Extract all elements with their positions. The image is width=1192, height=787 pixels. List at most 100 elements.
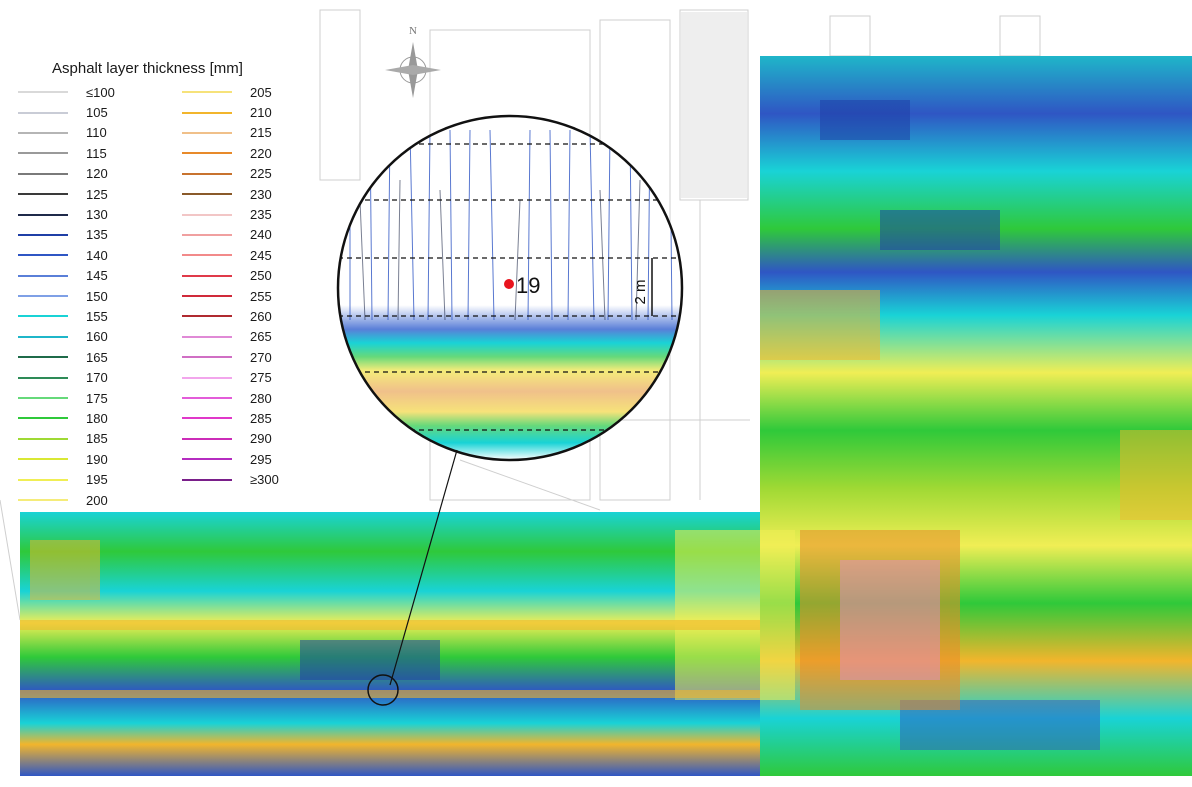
legend-item: 195: [18, 469, 138, 489]
legend-item: 135: [18, 225, 138, 245]
legend-label: 225: [250, 166, 272, 182]
legend-swatch: [182, 274, 232, 277]
legend-item: 270: [182, 347, 302, 367]
legend-label: 145: [86, 268, 108, 284]
legend-swatch: [18, 376, 68, 379]
legend-swatch: [18, 91, 68, 94]
legend-label: 105: [86, 105, 108, 121]
legend-label: 295: [250, 451, 272, 467]
legend-item: 165: [18, 347, 138, 367]
legend-item: 190: [18, 449, 138, 469]
legend-item: 110: [18, 123, 138, 143]
legend-swatch: [182, 315, 232, 318]
legend-item: 260: [182, 306, 302, 326]
legend-item: 125: [18, 184, 138, 204]
legend-label: 180: [86, 410, 108, 426]
legend-swatch: [18, 315, 68, 318]
legend-label: 195: [86, 472, 108, 488]
legend-title: Asphalt layer thickness [mm]: [52, 60, 243, 77]
legend-swatch: [182, 295, 232, 298]
legend-label: 280: [250, 390, 272, 406]
legend-swatch: [182, 376, 232, 379]
scale-bar-label: 2 m: [632, 279, 649, 304]
legend-label: 265: [250, 329, 272, 345]
svg-text:N: N: [409, 25, 417, 37]
legend-item: ≤100: [18, 82, 138, 102]
legend-swatch: [182, 111, 232, 114]
legend-item: 160: [18, 327, 138, 347]
legend-label: 155: [86, 308, 108, 324]
legend-swatch: [18, 499, 68, 501]
legend-label: 150: [86, 288, 108, 304]
legend-label: 235: [250, 207, 272, 223]
legend-swatch: [18, 172, 68, 175]
legend-swatch: [18, 131, 68, 134]
legend-label: 110: [86, 125, 107, 141]
legend-swatch: [182, 233, 232, 236]
legend-swatch: [18, 213, 68, 216]
legend-swatch: [182, 458, 232, 461]
legend-item: 200: [18, 490, 138, 510]
legend-item: 155: [18, 306, 138, 326]
legend-label: 185: [86, 431, 108, 447]
legend-item: 250: [182, 266, 302, 286]
legend-item: 185: [18, 429, 138, 449]
legend-item: 115: [18, 143, 138, 163]
legend-item: 150: [18, 286, 138, 306]
legend-swatch: [18, 111, 68, 114]
legend-label: 190: [86, 451, 108, 467]
legend-item: 230: [182, 184, 302, 204]
legend-label: ≤100: [86, 84, 115, 100]
legend-swatch: [182, 91, 232, 94]
legend-item: 290: [182, 429, 302, 449]
callout-location-marker: [367, 674, 399, 706]
legend-swatch: [18, 478, 68, 481]
legend-item: 205: [182, 82, 302, 102]
legend-item: 130: [18, 204, 138, 224]
legend-item: 245: [182, 245, 302, 265]
legend-swatch: [182, 152, 232, 155]
north-arrow-icon: N: [385, 25, 441, 98]
legend-item: 175: [18, 388, 138, 408]
legend-swatch: [182, 193, 232, 196]
legend-label: 270: [250, 349, 272, 365]
building-outlines: [0, 9, 1192, 771]
legend-label: 285: [250, 410, 272, 426]
legend-item: 145: [18, 266, 138, 286]
legend-label: 160: [86, 329, 108, 345]
legend-swatch: [182, 437, 232, 440]
legend-swatch: [18, 417, 68, 420]
legend-swatch: [18, 437, 68, 440]
legend-swatch: [182, 478, 232, 481]
legend-item: 210: [182, 102, 302, 122]
legend-label: 230: [250, 186, 272, 202]
legend-label: 260: [250, 308, 272, 324]
legend-swatch: [182, 417, 232, 420]
legend-label: 290: [250, 431, 272, 447]
legend-swatch: [18, 233, 68, 236]
legend-item: 285: [182, 408, 302, 428]
scale-bar: 2 m: [632, 258, 653, 316]
legend-label: 275: [250, 370, 272, 386]
legend-swatch: [18, 274, 68, 277]
legend-label: 115: [86, 145, 107, 161]
legend-item: 255: [182, 286, 302, 306]
legend-label: 220: [250, 145, 272, 161]
legend-item: 265: [182, 327, 302, 347]
legend-label: 215: [250, 125, 272, 141]
legend-swatch: [182, 397, 232, 400]
legend-item: 140: [18, 245, 138, 265]
callout-leader-line: [389, 449, 458, 686]
legend-label: 175: [86, 390, 108, 406]
heatmap-bottom-region: [20, 512, 960, 776]
legend-item: 275: [182, 367, 302, 387]
legend-swatch: [182, 254, 232, 257]
legend-swatch: [18, 335, 68, 338]
legend-label: 130: [86, 207, 108, 223]
legend-swatch: [182, 131, 232, 134]
legend-label: 125: [86, 186, 108, 202]
legend-swatch: [18, 193, 68, 196]
legend-swatch: [18, 356, 68, 359]
legend-label: 135: [86, 227, 108, 243]
legend-swatch: [18, 295, 68, 298]
